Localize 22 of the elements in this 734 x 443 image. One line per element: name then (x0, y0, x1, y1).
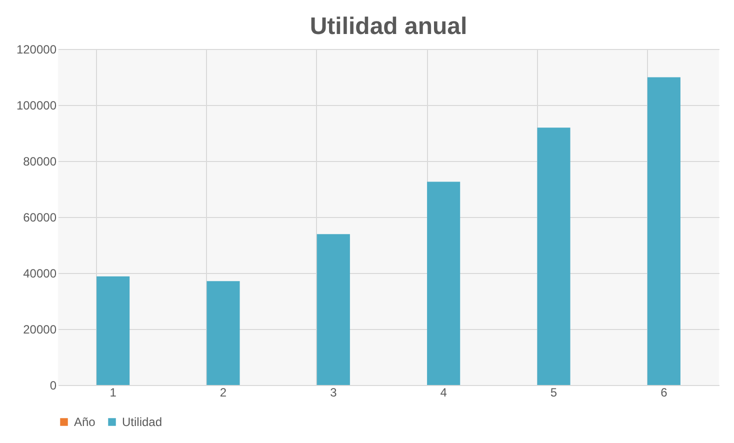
y-tick-label: 120000 (16, 42, 57, 56)
bar (96, 276, 130, 385)
bar (316, 234, 350, 385)
x-tick-label: 4 (440, 386, 448, 400)
bar (537, 128, 570, 385)
legend-label: Año (74, 415, 96, 429)
y-tick-label: 80000 (23, 154, 57, 168)
x-tick-label: 3 (330, 386, 338, 400)
chart-title: Utilidad anual (310, 13, 468, 40)
legend-label: Utilidad (122, 415, 162, 429)
bar (206, 281, 240, 385)
bar (427, 182, 460, 385)
y-tick-label: 40000 (23, 266, 57, 280)
y-tick-label: 20000 (23, 322, 57, 336)
x-tick-label: 6 (660, 386, 668, 400)
x-tick-label: 5 (550, 386, 558, 400)
x-tick-label: 2 (220, 386, 227, 400)
y-tick-label: 100000 (16, 98, 57, 112)
x-tick-label: 1 (110, 386, 117, 400)
bar (647, 77, 680, 385)
y-tick-label: 60000 (23, 210, 57, 224)
y-tick-label: 0 (50, 378, 57, 392)
